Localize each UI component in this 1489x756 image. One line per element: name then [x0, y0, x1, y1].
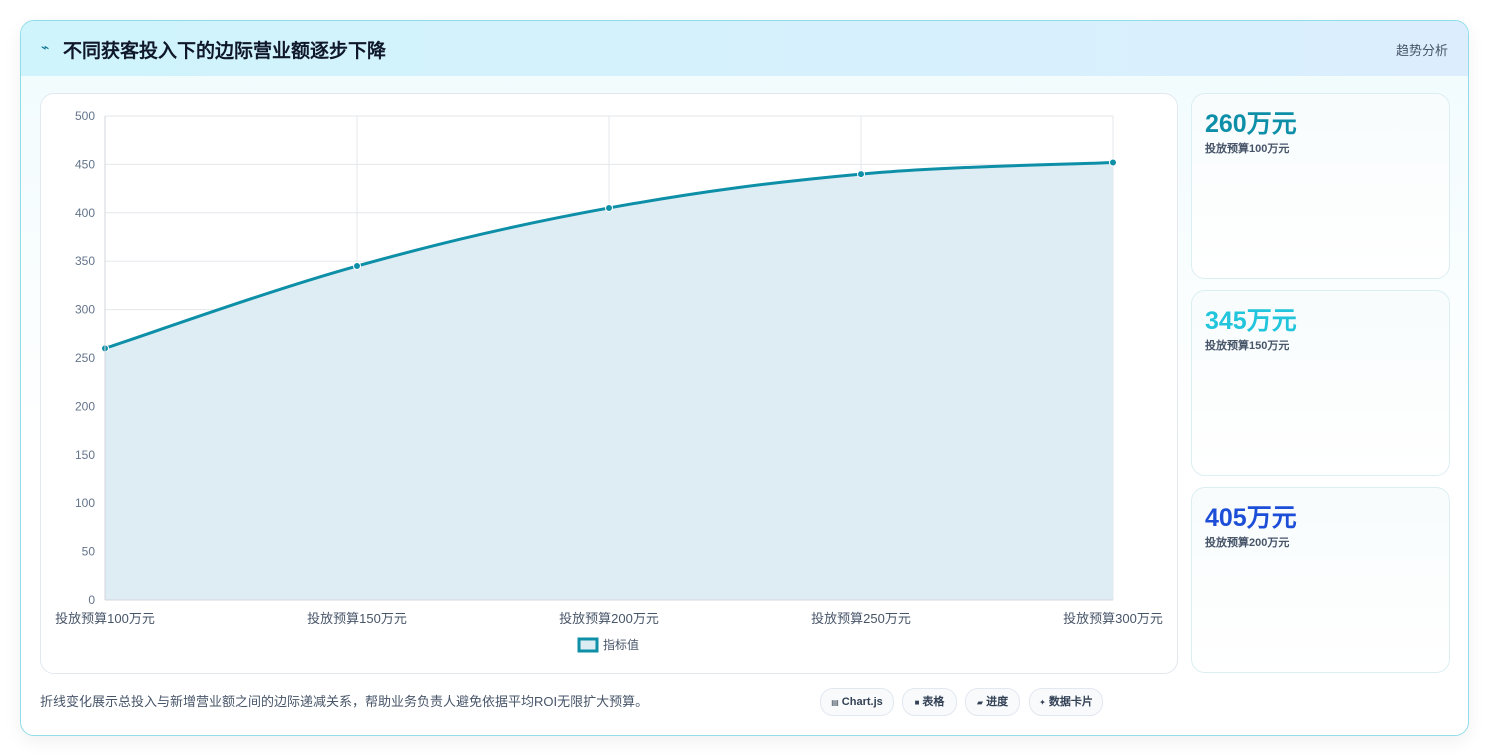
chart-panel: 0 50 100 150 200 250 300 350 400 450 500 投放预算100万元 投…	[40, 93, 1178, 674]
chip-data-card[interactable]: ✦ 数据卡片	[1029, 688, 1103, 716]
y-tick-label: 300	[75, 303, 95, 317]
y-tick-label: 400	[75, 206, 95, 220]
lightning-icon: ⌁	[41, 39, 50, 55]
trend-tag: 趋势分析	[1395, 43, 1448, 58]
footer-note: 折线变化展示总投入与新增营业额之间的边际递减关系，帮助业务负责人避免依据平均RO…	[40, 694, 649, 709]
kpi-value: 260万元	[1205, 110, 1297, 138]
kpi-card-2: 345万元 投放预算150万元	[1191, 290, 1450, 476]
progress-icon: ▰	[976, 698, 984, 707]
chip-label: 进度	[986, 696, 1009, 708]
data-point	[353, 262, 361, 271]
kpi-value: 405万元	[1205, 504, 1297, 532]
series-area	[105, 162, 1113, 600]
table-icon: ■	[914, 698, 920, 707]
kpi-card-1: 260万元 投放预算100万元	[1191, 93, 1450, 279]
x-tick-label: 投放预算100万元	[55, 611, 155, 626]
chart-icon: ▤	[831, 698, 839, 707]
kpi-label: 投放预算200万元	[1205, 537, 1290, 549]
kpi-label: 投放预算150万元	[1205, 340, 1290, 352]
data-point	[605, 203, 613, 212]
line-chart: 0 50 100 150 200 250 300 350 400 450 500 投放预算100万元 投…	[55, 109, 1163, 653]
chip-progress[interactable]: ▰ 进度	[965, 688, 1020, 716]
y-tick-label: 100	[75, 496, 95, 510]
kpi-card-3: 405万元 投放预算200万元	[1191, 487, 1450, 673]
x-tick-label: 投放预算150万元	[307, 611, 407, 626]
y-tick-label: 250	[75, 351, 95, 365]
y-tick-label: 500	[75, 109, 95, 123]
y-tick-label: 450	[75, 157, 95, 171]
y-tick-label: 350	[75, 254, 95, 268]
y-tick-label: 150	[75, 448, 95, 462]
kpi-value: 345万元	[1205, 307, 1297, 335]
y-tick-label: 0	[88, 593, 95, 607]
data-point	[1109, 158, 1117, 167]
chip-chartjs[interactable]: ▤ Chart.js	[820, 688, 894, 716]
y-tick-label: 200	[75, 399, 95, 413]
kpi-label: 投放预算100万元	[1205, 143, 1290, 155]
x-tick-label: 投放预算300万元	[1063, 611, 1163, 626]
y-tick-label: 50	[82, 545, 96, 559]
legend-label: 指标值	[603, 637, 639, 652]
data-point	[857, 170, 865, 179]
chart-card: ⌁ 不同获客投入下的边际营业额逐步下降 趋势分析 0 50 100 150 200 250…	[20, 20, 1469, 736]
chip-label: Chart.js	[841, 696, 883, 708]
x-tick-label: 投放预算250万元	[811, 611, 911, 626]
chip-table[interactable]: ■ 表格	[902, 688, 957, 716]
chip-label: 数据卡片	[1048, 696, 1093, 708]
card-icon: ✦	[1039, 698, 1046, 707]
card-header: ⌁ 不同获客投入下的边际营业额逐步下降 趋势分析	[21, 21, 1468, 76]
x-tick-label: 投放预算200万元	[559, 611, 659, 626]
legend-swatch	[577, 637, 599, 653]
chip-label: 表格	[922, 696, 945, 708]
card-title: 不同获客投入下的边际营业额逐步下降	[63, 41, 387, 62]
